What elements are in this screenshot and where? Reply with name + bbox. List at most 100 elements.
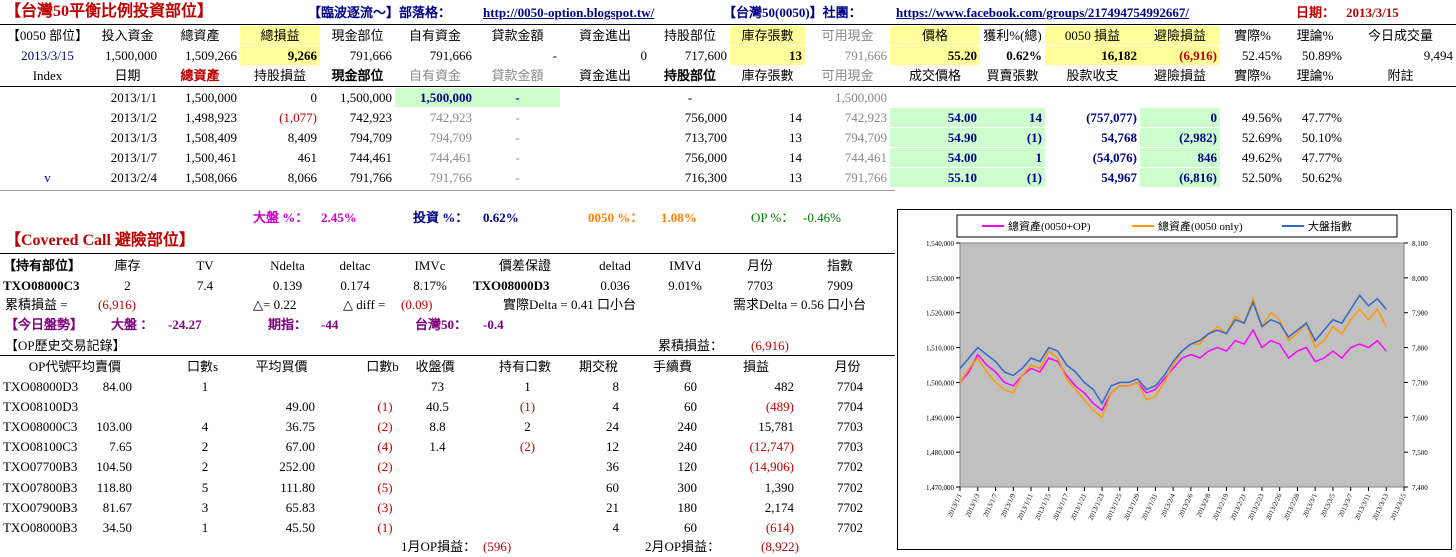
- delta: △= 0.22: [253, 297, 297, 312]
- header-cell: 可用現金: [821, 28, 874, 43]
- op-cell: 24: [606, 419, 619, 435]
- data-cell: 54.00: [890, 108, 980, 127]
- header-cell: 理論%: [1296, 68, 1334, 83]
- op-cell: 34.50: [102, 519, 132, 535]
- series-line: [959, 294, 1387, 405]
- header-cell: 日期: [114, 68, 141, 83]
- data-cell: 756,000: [684, 110, 727, 125]
- data-cell: 54.90: [890, 128, 980, 147]
- data-cell: -: [687, 90, 693, 105]
- data-cell: 54,967: [1101, 170, 1137, 185]
- value-cell: 0.62%: [1006, 48, 1042, 63]
- header-cell: 自有資金: [408, 68, 461, 83]
- op-cell: 7702: [837, 459, 863, 475]
- data-cell: (757,077): [1086, 110, 1137, 125]
- data-cell: 794,709: [349, 130, 392, 145]
- op-cell: 60: [606, 479, 619, 495]
- group-link[interactable]: https://www.facebook.com/groups/21749475…: [896, 5, 1189, 20]
- data-cell: -: [475, 88, 560, 107]
- date: 2013/3/15: [1346, 5, 1399, 20]
- data-cell: 1,498,923: [185, 110, 237, 125]
- y2-tick-label: 8,000: [1412, 275, 1428, 283]
- invest-label: 投資 %：: [413, 210, 469, 225]
- cc-cell: TXO08000D3: [473, 278, 550, 293]
- op-cell: (1): [377, 519, 393, 535]
- data-cell: (1,077): [279, 110, 317, 125]
- header-cell: 持股部位: [663, 68, 716, 83]
- feb-label: 2月OP損益：: [645, 539, 721, 554]
- data-cell: 55.10: [890, 168, 980, 187]
- data-cell: 461: [297, 150, 318, 165]
- legend-label: 總資產(0050+OP): [1008, 219, 1091, 233]
- op-cell: (4): [377, 439, 393, 455]
- cc-cell: 7703: [747, 278, 773, 293]
- header-cell: 總資產: [180, 68, 220, 83]
- op-cell: 180: [677, 499, 698, 515]
- rule: [0, 86, 1456, 87]
- op-cell: 2: [201, 439, 209, 455]
- data-cell: (54,076): [1092, 150, 1137, 165]
- op-cell: 60: [684, 379, 697, 394]
- value-cell: 791,666: [429, 48, 472, 63]
- op-cell: 81.67: [102, 499, 132, 515]
- cc-cell: 7.4: [196, 278, 214, 293]
- data-cell: 8,066: [287, 170, 317, 185]
- value-cell: 16,182: [1045, 46, 1140, 65]
- op-cell: 7702: [837, 499, 863, 515]
- value-cell: 791,666: [844, 48, 887, 63]
- cc-header: 價差保證: [498, 258, 551, 273]
- op-label: OP %：: [751, 210, 795, 225]
- data-cell: 744,461: [429, 150, 472, 165]
- op-cell: 3: [201, 499, 209, 515]
- header-cell: 成交價格: [908, 68, 961, 83]
- series-line: [959, 296, 1387, 419]
- op-cell: 7703: [837, 439, 863, 455]
- op-cell: TXO07900B3: [3, 499, 78, 515]
- data-cell: 1,500,000: [835, 90, 887, 105]
- data-cell: 13: [789, 170, 802, 185]
- feb: (8,922): [761, 539, 799, 554]
- y2-tick-label: 7,500: [1412, 449, 1428, 457]
- y-tick-label: 1,470,000: [926, 484, 955, 492]
- op-cell: 67.00: [285, 439, 315, 455]
- op-header: 期交稅: [578, 359, 618, 374]
- value-cell: 791,666: [349, 48, 392, 63]
- value-cell: 52.45%: [1241, 48, 1282, 63]
- series-line: [959, 328, 1387, 412]
- op-cell: 104.50: [96, 459, 132, 475]
- header-cell: 投入資金: [101, 28, 154, 43]
- op-cell: (5): [377, 479, 393, 495]
- header-cell: 附註: [1387, 68, 1414, 83]
- y2-tick-label: 7,400: [1412, 484, 1428, 492]
- op-cell: 40.5: [426, 399, 449, 415]
- op-cell: TXO07700B3: [3, 459, 78, 475]
- y-tick-label: 1,540,000: [926, 240, 955, 248]
- fut: -44: [321, 317, 339, 332]
- data-cell: (1): [980, 168, 1045, 187]
- y-tick-label: 1,530,000: [926, 275, 955, 283]
- op-cell: (1): [519, 399, 536, 415]
- op-cell: 4: [612, 519, 620, 535]
- title: 【台灣50平衡比例投資部位】: [5, 3, 214, 20]
- cc-cell: 0.036: [600, 278, 630, 293]
- header-cell: 避險損益: [1140, 26, 1220, 45]
- op-cell: 7702: [837, 479, 863, 495]
- value-cell: 717,600: [684, 48, 727, 63]
- etf-label: 0050 %：: [588, 210, 644, 225]
- op-cell: 252.00: [279, 459, 315, 475]
- op-header: 口數b: [366, 359, 399, 374]
- blog-link[interactable]: http://0050-option.blogspot.tw/: [483, 5, 655, 20]
- blog-label: 【臨波逐流～】部落格：: [308, 5, 452, 20]
- op-cell: 65.83: [285, 499, 315, 515]
- header-cell: 理論%: [1296, 28, 1334, 43]
- chart: 1,470,000 1,480,000 1,490,000 1,500,000 1,51…: [897, 209, 1452, 550]
- value-cell: 9,266: [240, 46, 320, 65]
- data-cell: 1,500,000: [340, 90, 392, 105]
- data-cell: 791,766: [349, 170, 392, 185]
- data-cell: -: [515, 130, 520, 145]
- need-delta: 需求Delta = 0.56 口小台: [733, 297, 866, 312]
- rule: [0, 253, 895, 254]
- invest: 0.62%: [483, 210, 519, 225]
- op-title: 【OP歷史交易記錄】: [5, 338, 126, 353]
